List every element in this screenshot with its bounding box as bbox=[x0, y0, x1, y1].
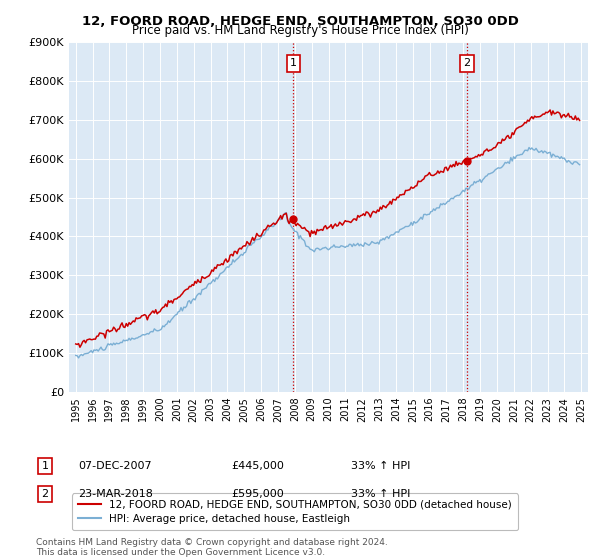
Text: 33% ↑ HPI: 33% ↑ HPI bbox=[351, 489, 410, 499]
Text: Contains HM Land Registry data © Crown copyright and database right 2024.
This d: Contains HM Land Registry data © Crown c… bbox=[36, 538, 388, 557]
Text: £445,000: £445,000 bbox=[231, 461, 284, 471]
Text: 1: 1 bbox=[41, 461, 49, 471]
Text: 12, FOORD ROAD, HEDGE END, SOUTHAMPTON, SO30 0DD: 12, FOORD ROAD, HEDGE END, SOUTHAMPTON, … bbox=[82, 15, 518, 27]
Text: Price paid vs. HM Land Registry's House Price Index (HPI): Price paid vs. HM Land Registry's House … bbox=[131, 24, 469, 37]
Text: 1: 1 bbox=[290, 58, 297, 68]
Text: 2: 2 bbox=[41, 489, 49, 499]
Text: 33% ↑ HPI: 33% ↑ HPI bbox=[351, 461, 410, 471]
Legend: 12, FOORD ROAD, HEDGE END, SOUTHAMPTON, SO30 0DD (detached house), HPI: Average : 12, FOORD ROAD, HEDGE END, SOUTHAMPTON, … bbox=[71, 493, 518, 530]
Text: 23-MAR-2018: 23-MAR-2018 bbox=[78, 489, 153, 499]
Text: 07-DEC-2007: 07-DEC-2007 bbox=[78, 461, 152, 471]
Text: 2: 2 bbox=[463, 58, 470, 68]
Text: £595,000: £595,000 bbox=[231, 489, 284, 499]
